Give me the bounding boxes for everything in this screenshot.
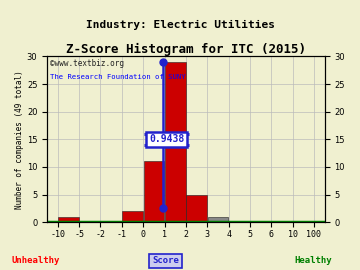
Text: The Research Foundation of SUNY: The Research Foundation of SUNY [50, 74, 185, 80]
Bar [122, 211, 143, 222]
Bar [208, 217, 228, 222]
Text: Unhealthy: Unhealthy [12, 256, 60, 265]
Bar [144, 161, 164, 222]
Text: Healthy: Healthy [294, 256, 332, 265]
Text: Score: Score [152, 256, 179, 265]
Title: Z-Score Histogram for ITC (2015): Z-Score Histogram for ITC (2015) [66, 43, 306, 56]
Text: Industry: Electric Utilities: Industry: Electric Utilities [86, 20, 275, 30]
Bar [58, 217, 79, 222]
Text: ©www.textbiz.org: ©www.textbiz.org [50, 59, 124, 68]
Bar [186, 195, 207, 222]
Text: 0.9438: 0.9438 [149, 134, 184, 144]
Bar [165, 62, 185, 222]
Y-axis label: Number of companies (49 total): Number of companies (49 total) [15, 70, 24, 209]
